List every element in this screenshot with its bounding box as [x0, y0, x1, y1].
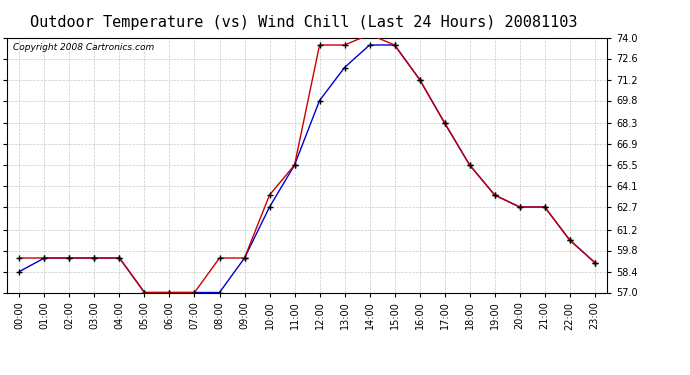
Text: Copyright 2008 Cartronics.com: Copyright 2008 Cartronics.com	[13, 43, 154, 52]
Text: Outdoor Temperature (vs) Wind Chill (Last 24 Hours) 20081103: Outdoor Temperature (vs) Wind Chill (Las…	[30, 15, 578, 30]
